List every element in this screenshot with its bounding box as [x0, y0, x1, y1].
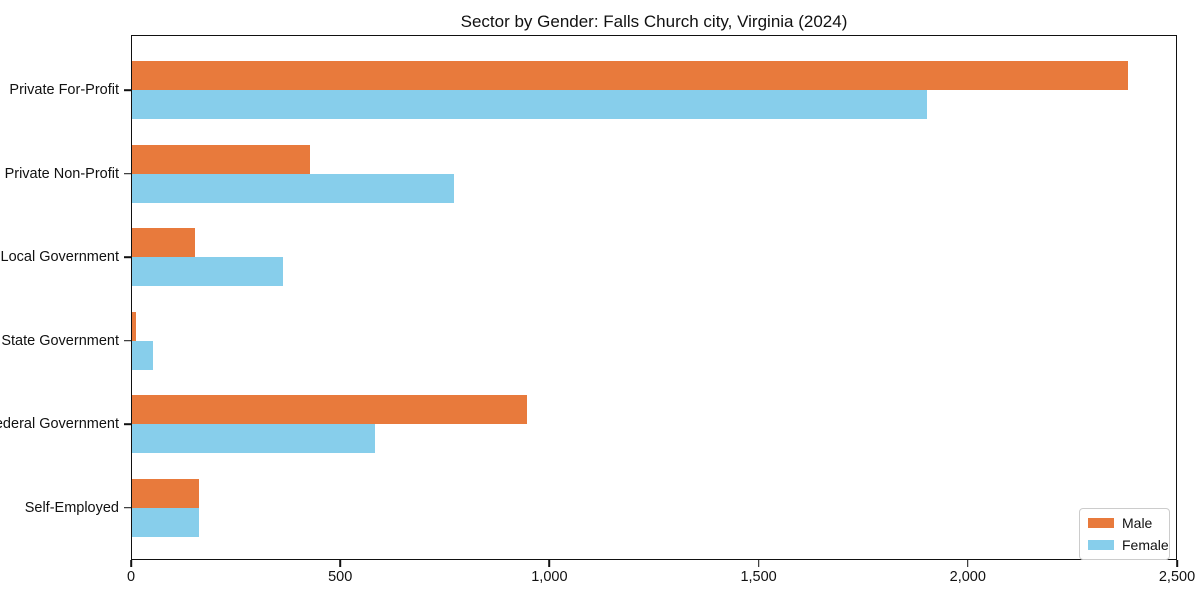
legend-swatch-male	[1088, 518, 1114, 528]
x-tick-mark	[967, 560, 969, 567]
bar-male	[132, 395, 528, 424]
bar-male	[132, 61, 1128, 90]
bar-female	[132, 507, 199, 537]
x-axis-label: 2,500	[1158, 569, 1196, 585]
x-tick-mark	[757, 560, 760, 567]
y-axis-label: Private For-Profit	[9, 82, 119, 98]
x-axis-label: 0	[126, 569, 136, 585]
x-tick-mark	[548, 560, 551, 567]
x-tick-mark	[130, 560, 132, 567]
x-axis-label: 1,500	[740, 569, 777, 585]
x-axis-label: 1,000	[531, 569, 568, 585]
y-tick-mark	[124, 172, 131, 175]
y-axis-label: Local Government	[0, 249, 119, 265]
x-axis-label: 2,000	[949, 569, 986, 585]
y-tick-mark	[124, 506, 131, 509]
bar-male	[132, 144, 310, 174]
y-tick-mark	[124, 423, 131, 425]
legend-item-male: Male	[1088, 515, 1161, 531]
y-tick-mark	[124, 256, 131, 258]
y-axis-label: Private Non-Profit	[4, 165, 119, 182]
y-axis-label: State Government	[1, 332, 119, 349]
bar-male	[132, 478, 199, 508]
x-tick-mark	[1176, 560, 1178, 567]
legend-item-female: Female	[1088, 537, 1169, 553]
legend-swatch-female	[1088, 540, 1114, 550]
bar-female	[132, 90, 927, 119]
x-tick-mark	[339, 560, 341, 567]
y-axis-label: Federal Government	[0, 416, 119, 432]
bar-female	[132, 340, 153, 370]
bar-female	[132, 257, 283, 286]
bar-male	[132, 311, 137, 341]
y-tick-mark	[124, 339, 131, 342]
chart-title: Sector by Gender: Falls Church city, Vir…	[460, 12, 848, 31]
bar-male	[132, 228, 195, 257]
bar-female	[132, 424, 375, 453]
legend-label: Male	[1122, 515, 1153, 531]
legend: Male Female	[1079, 508, 1170, 560]
plot-area	[131, 35, 1177, 560]
bar-female	[132, 173, 455, 203]
y-axis-label: Self-Employed	[24, 499, 119, 516]
y-tick-mark	[124, 89, 131, 91]
legend-label: Female	[1122, 537, 1169, 553]
x-axis-label: 500	[328, 569, 353, 585]
